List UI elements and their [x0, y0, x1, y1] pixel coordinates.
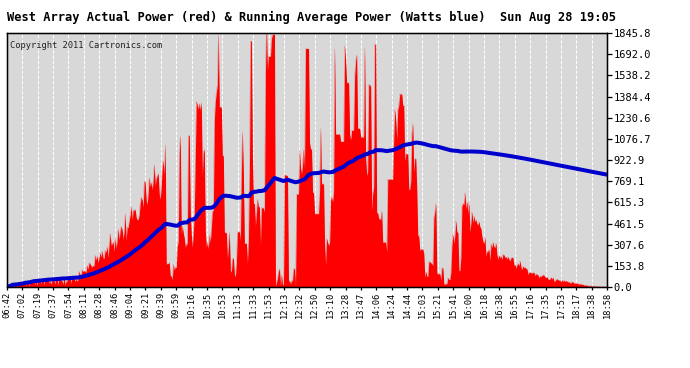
- Text: Copyright 2011 Cartronics.com: Copyright 2011 Cartronics.com: [10, 41, 162, 50]
- Text: West Array Actual Power (red) & Running Average Power (Watts blue)  Sun Aug 28 1: West Array Actual Power (red) & Running …: [7, 11, 616, 24]
